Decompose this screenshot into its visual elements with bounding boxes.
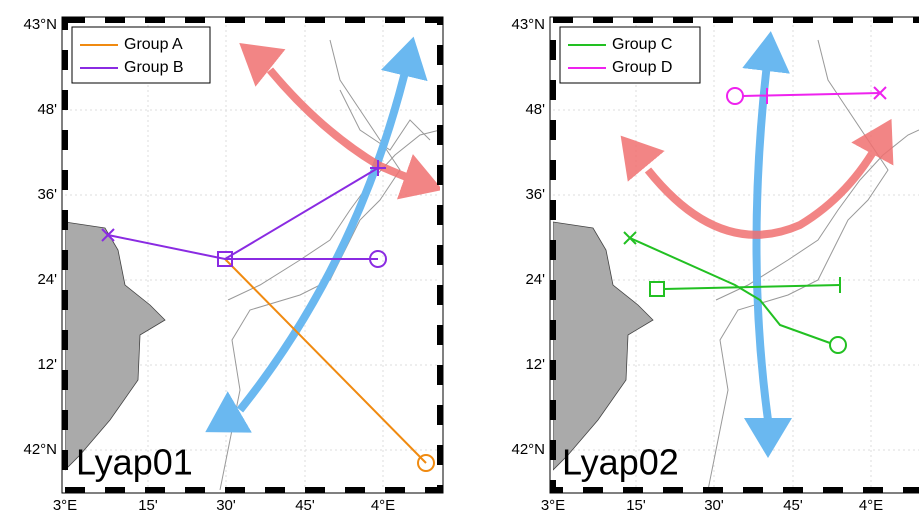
y-tick-label: 24' — [525, 271, 545, 288]
y-tick-label: 12' — [37, 356, 57, 373]
x-tick-label: 30' — [216, 497, 236, 514]
x-tick-label: 4°E — [859, 497, 883, 514]
land — [553, 221, 654, 471]
x-tick-label: 15' — [138, 497, 158, 514]
legend-label: Group A — [124, 36, 183, 53]
panel-label: Lyap02 — [562, 442, 679, 483]
legend-box — [559, 26, 701, 84]
y-tick-label: 48' — [37, 101, 57, 118]
y-tick-label: 48' — [525, 101, 545, 118]
isobath — [715, 129, 919, 301]
x-tick-label: 15' — [626, 497, 646, 514]
graticule — [553, 20, 919, 490]
isobath — [339, 89, 431, 151]
frame — [61, 16, 444, 494]
x-tick-label: 3°E — [53, 497, 77, 514]
current-arrow — [266, 67, 440, 200]
y-tick-label: 43°N — [23, 16, 57, 33]
y-tick-label: 42°N — [511, 441, 545, 458]
y-tick-label: 42°N — [23, 441, 57, 458]
current-arrow — [742, 31, 790, 421]
land — [65, 221, 166, 471]
coastline — [707, 39, 889, 490]
y-tick-label: 36' — [525, 186, 545, 203]
frame — [549, 16, 919, 494]
x-tick-label: 45' — [295, 497, 315, 514]
panel-1: Group A Group B Lyap01 — [65, 20, 440, 490]
y-tick-label: 24' — [37, 271, 57, 288]
x-tick-label: 3°E — [541, 497, 565, 514]
x-tick-label: 45' — [783, 497, 803, 514]
legend-label: Group B — [124, 59, 184, 76]
isobath — [227, 129, 440, 301]
y-tick-label: 43°N — [511, 16, 545, 33]
legend-label: Group C — [612, 36, 672, 53]
current-arrow — [236, 36, 428, 413]
legend-label: Group D — [612, 59, 672, 76]
legend-box — [71, 26, 211, 84]
trajectories — [101, 160, 435, 472]
panel-label: Lyap01 — [76, 442, 193, 483]
panel-2: Group C Group D Lyap02 — [553, 20, 919, 490]
current-arrow — [644, 118, 894, 239]
frame — [62, 17, 443, 493]
x-tick-label: 4°E — [371, 497, 395, 514]
trajectories — [623, 86, 887, 354]
current-arrow — [620, 135, 665, 182]
y-tick-label: 36' — [37, 186, 57, 203]
current-arrow — [205, 391, 252, 433]
frame — [550, 17, 919, 493]
x-tick-label: 30' — [704, 497, 724, 514]
current-arrow — [239, 43, 286, 87]
y-tick-label: 12' — [525, 356, 545, 373]
